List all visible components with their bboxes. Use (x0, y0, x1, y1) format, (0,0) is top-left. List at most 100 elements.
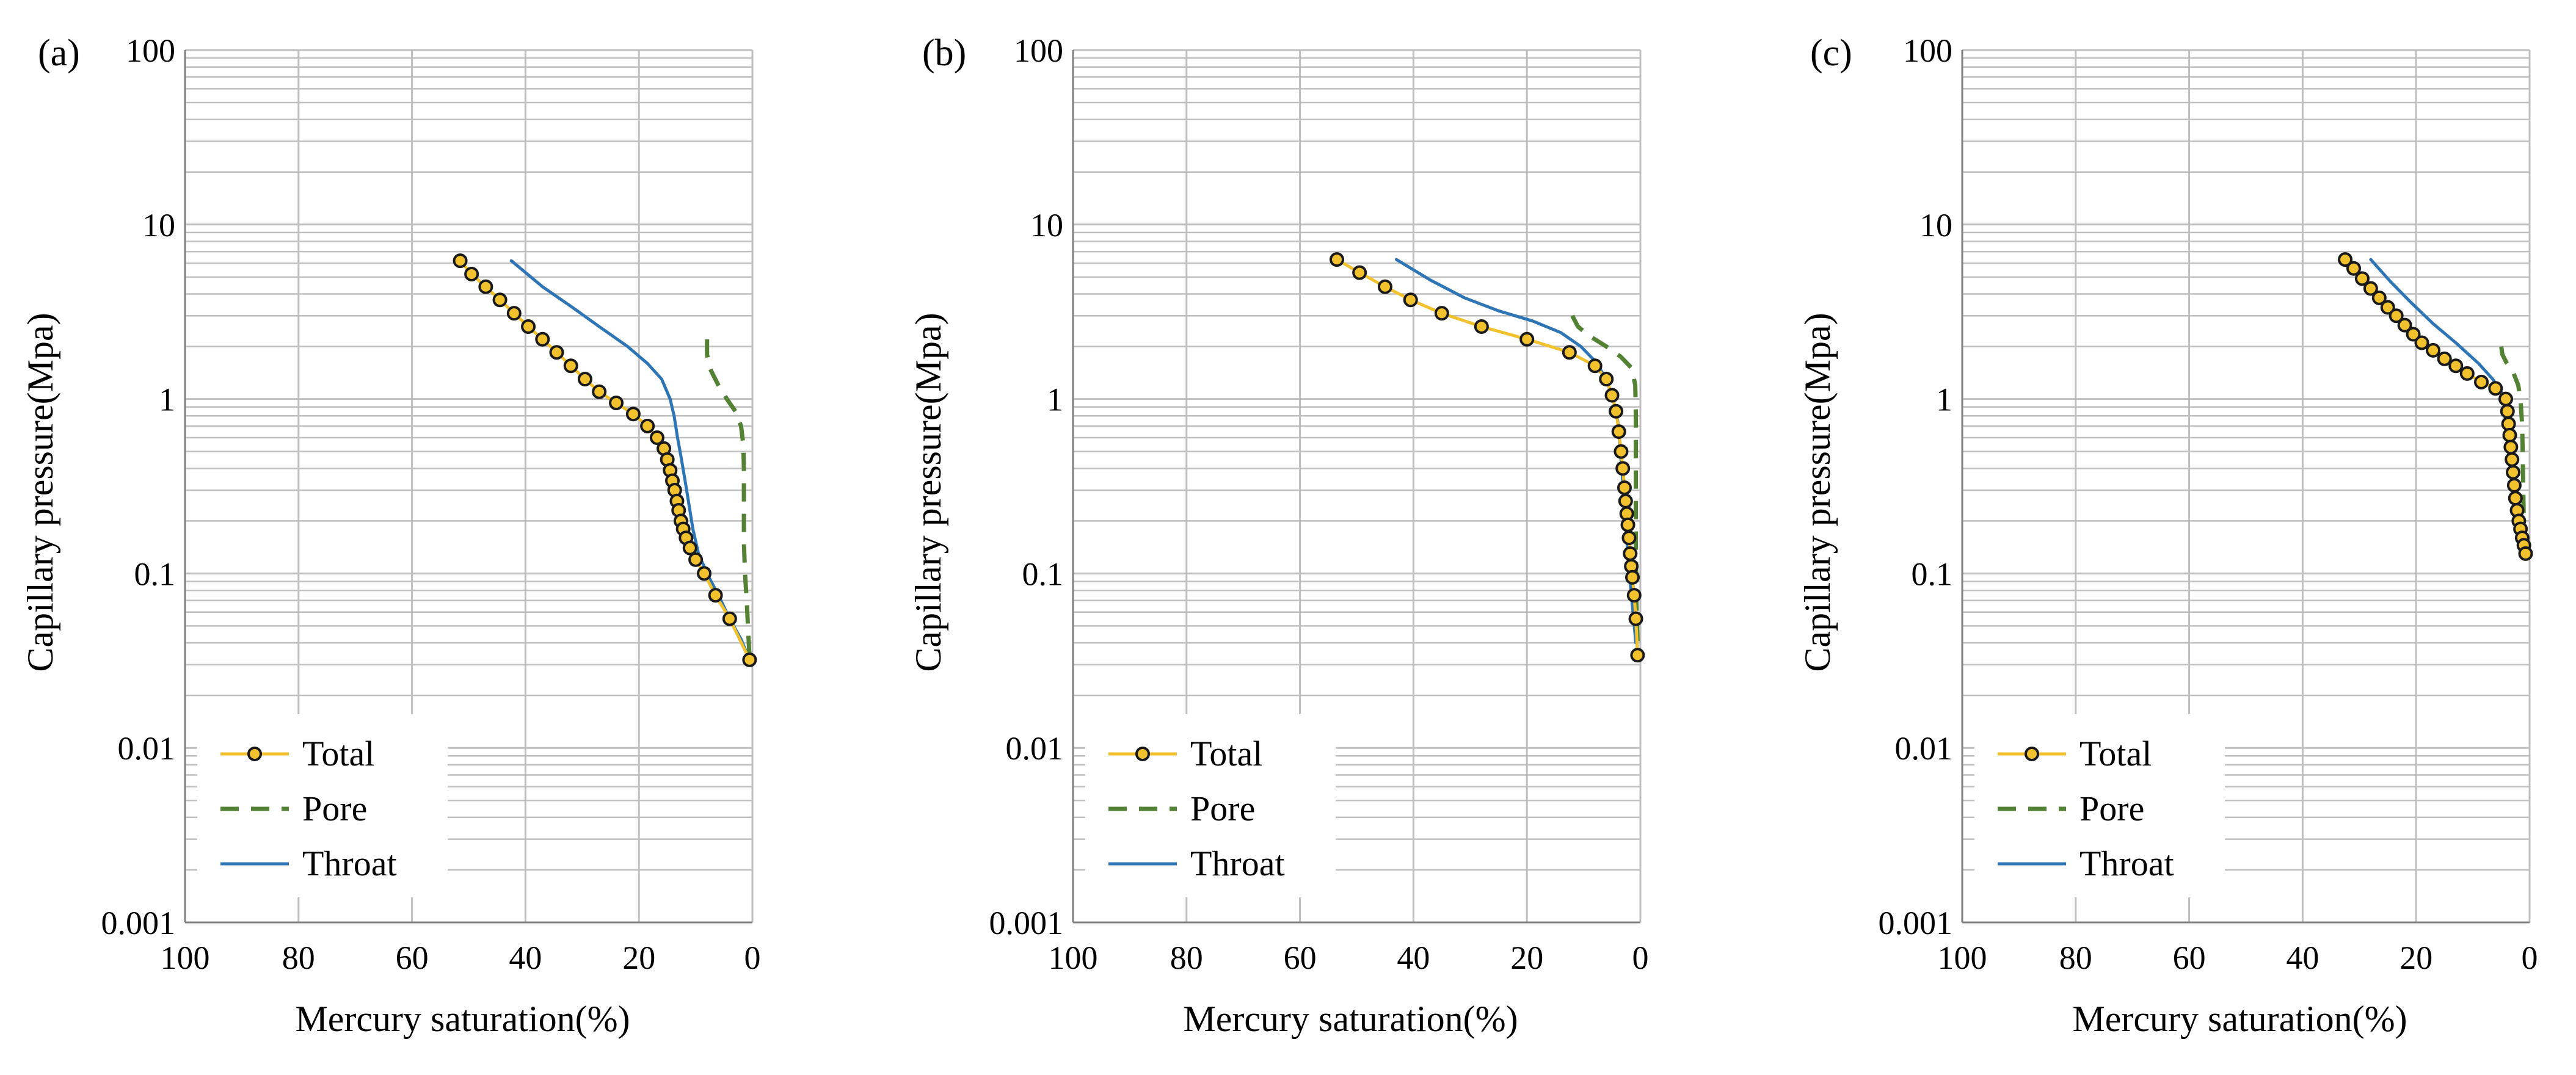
data-point-total (2406, 327, 2421, 342)
y-tick-label: 0.01 (1006, 730, 1064, 767)
legend-label-pore: Pore (2079, 789, 2144, 828)
data-point-total (2508, 491, 2523, 506)
x-tick-label: 100 (1938, 939, 1987, 976)
data-point-total (1614, 444, 1629, 459)
data-point-total (2518, 546, 2533, 561)
y-tick-label: 10 (1030, 207, 1063, 244)
x-tick-label: 80 (1170, 939, 1203, 976)
data-point-total (1434, 306, 1449, 321)
y-tick-label: 100 (1014, 32, 1063, 69)
y-axis-title: Capillary pressure(Mpa) (908, 313, 948, 671)
data-point-total (649, 430, 664, 446)
y-axis-title: Capillary pressure(Mpa) (1797, 313, 1838, 671)
data-point-total (2505, 452, 2520, 467)
data-point-total (1626, 588, 1642, 603)
data-point-total (563, 358, 578, 374)
x-tick-label: 80 (282, 939, 315, 976)
legend-label-throat: Throat (2079, 844, 2174, 883)
x-tick-label: 60 (2173, 939, 2206, 976)
data-point-total (1587, 358, 1603, 374)
y-tick-label: 1 (1047, 382, 1063, 418)
legend-label-total: Total (2079, 734, 2152, 773)
data-point-total (478, 279, 493, 294)
legend-label-pore: Pore (302, 789, 367, 828)
series-line-pore (705, 339, 752, 660)
data-point-total (577, 372, 592, 387)
data-point-total (1377, 279, 1392, 294)
legend-label-total: Total (1190, 734, 1262, 773)
data-point-total (2448, 358, 2464, 374)
data-point-total (682, 540, 697, 556)
x-tick-label: 40 (509, 939, 542, 976)
data-point-total (1604, 388, 1620, 403)
data-point-total (492, 292, 508, 308)
x-tick-label: 0 (2522, 939, 2538, 976)
data-point-total (1474, 319, 1489, 335)
data-point-total (592, 384, 607, 399)
legend-label-pore: Pore (1190, 789, 1255, 828)
data-point-total (1611, 424, 1626, 440)
x-tick-label: 100 (1049, 939, 1098, 976)
data-point-total (549, 345, 564, 360)
data-point-total (2338, 252, 2353, 267)
legend-marker-total (2025, 747, 2039, 761)
data-point-total (1621, 530, 1637, 546)
legend-marker-total (1135, 747, 1150, 761)
data-point-total (697, 566, 712, 581)
data-point-total (464, 266, 479, 281)
data-point-total (2354, 271, 2370, 286)
y-tick-label: 0.001 (1879, 905, 1953, 941)
data-point-total (1625, 570, 1640, 585)
x-tick-label: 20 (2400, 939, 2432, 976)
data-point-total (1609, 404, 1624, 419)
data-point-total (609, 395, 624, 410)
y-tick-label: 0.1 (1022, 556, 1064, 592)
y-tick-label: 0.001 (989, 905, 1064, 941)
data-point-total (2371, 290, 2387, 305)
y-tick-label: 0.1 (134, 556, 176, 592)
x-tick-label: 0 (744, 939, 761, 976)
data-point-total (2426, 342, 2441, 358)
data-point-total (1329, 252, 1344, 267)
data-point-total (2380, 300, 2395, 315)
y-tick-label: 1 (159, 382, 175, 418)
data-point-total (625, 407, 641, 422)
y-tick-label: 0.001 (101, 905, 176, 941)
data-point-total (640, 418, 655, 433)
x-tick-label: 100 (161, 939, 210, 976)
data-point-total (521, 319, 536, 335)
y-tick-label: 0.01 (118, 730, 176, 767)
data-point-total (2502, 427, 2517, 443)
y-tick-label: 10 (1919, 207, 1952, 244)
legend-marker-total (247, 747, 262, 761)
y-axis-title: Capillary pressure(Mpa) (20, 313, 60, 671)
data-point-total (1599, 372, 1614, 387)
data-point-total (506, 306, 522, 321)
legend-box (1085, 714, 1336, 897)
legend-label-total: Total (302, 734, 374, 773)
data-point-total (1562, 345, 1577, 360)
data-point-total (742, 652, 757, 667)
data-point-total (1352, 265, 1367, 280)
data-point-total (453, 253, 468, 269)
x-tick-label: 80 (2059, 939, 2092, 976)
y-tick-label: 0.1 (1912, 556, 1953, 592)
x-tick-label: 60 (1284, 939, 1317, 976)
panel-label: (a) (38, 32, 80, 74)
y-tick-label: 0.01 (1895, 730, 1953, 767)
data-point-total (1403, 292, 1418, 308)
data-point-total (2474, 374, 2489, 389)
data-point-total (2503, 440, 2519, 455)
data-point-total (2437, 351, 2452, 366)
legend-label-throat: Throat (302, 844, 397, 883)
x-tick-label: 40 (1397, 939, 1430, 976)
y-tick-label: 100 (126, 32, 175, 69)
data-point-total (2346, 261, 2362, 276)
x-tick-label: 20 (622, 939, 655, 976)
data-point-total (2506, 465, 2521, 480)
y-tick-label: 100 (1903, 32, 1952, 69)
data-point-total (1623, 546, 1638, 561)
